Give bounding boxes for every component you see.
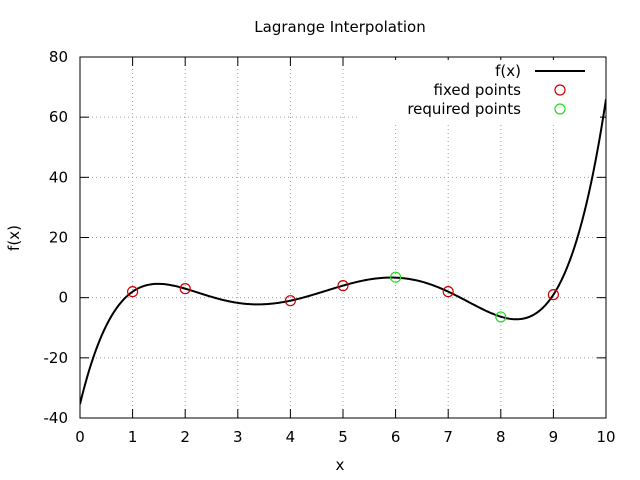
y-tick-label: -40 (44, 409, 69, 427)
y-tick-label: 80 (49, 48, 68, 66)
fixed-point (442, 286, 454, 298)
fixed-point (179, 283, 191, 295)
plot-series (80, 99, 606, 405)
x-tick-label: 5 (338, 428, 348, 446)
x-axis-title: x (336, 456, 345, 474)
legend-label-1: fixed points (434, 81, 522, 99)
x-axis: 0 1 2 3 4 5 6 7 8 9 10 (75, 57, 616, 446)
required-point (390, 271, 402, 283)
x-tick-label: 0 (75, 428, 85, 446)
legend-label-2: required points (407, 100, 521, 118)
fixed-point (127, 286, 139, 298)
y-tick-label: 40 (49, 168, 68, 186)
required-point (495, 311, 507, 323)
legend-marker-swatch (554, 103, 566, 115)
x-tick-label: 1 (128, 428, 138, 446)
x-tick-label: 7 (443, 428, 453, 446)
chart-title: Lagrange Interpolation (254, 18, 425, 36)
legend-label-0: f(x) (495, 62, 521, 80)
fixed-point (547, 289, 560, 301)
x-tick-label: 8 (496, 428, 506, 446)
x-tick-label: 4 (286, 428, 296, 446)
series-line-fx (80, 99, 606, 405)
x-tick-label: 2 (180, 428, 190, 446)
x-tick-label: 6 (391, 428, 401, 446)
y-tick-label: 60 (49, 108, 68, 126)
fixed-point (337, 280, 349, 292)
y-tick-label: 0 (58, 289, 68, 307)
legend-marker-swatch (554, 84, 566, 96)
x-tick-label: 9 (549, 428, 559, 446)
y-axis: -40 -20 0 20 40 60 80 (44, 48, 606, 427)
plot-border (79, 56, 607, 419)
y-tick-label: 20 (49, 229, 68, 247)
fixed-point (284, 295, 296, 307)
x-tick-label: 3 (233, 428, 243, 446)
x-tick-label: 10 (596, 428, 615, 446)
y-axis-title: f(x) (5, 225, 23, 251)
y-tick-label: -20 (44, 349, 69, 367)
